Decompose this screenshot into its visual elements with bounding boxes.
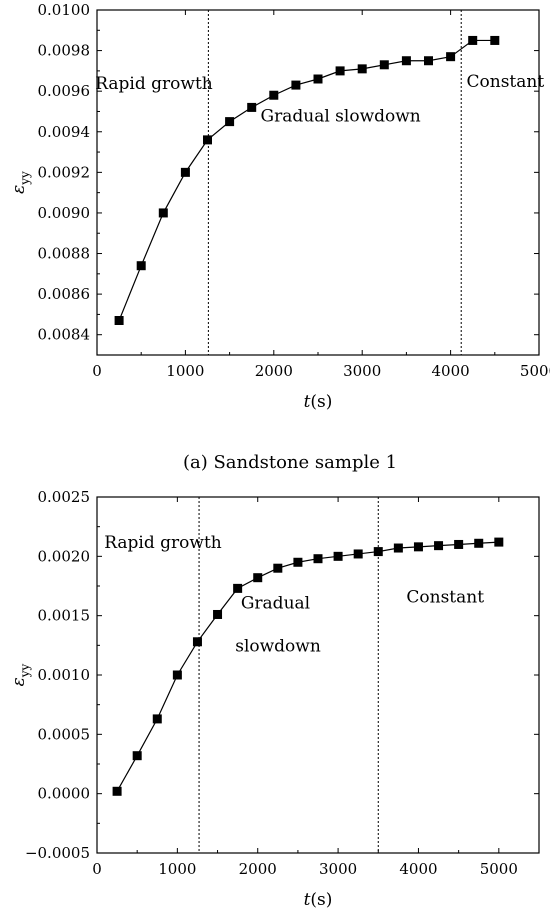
x-tick-label: 0 (92, 860, 102, 878)
x-tick-label: 0 (92, 362, 102, 380)
data-point (353, 549, 363, 559)
phase-annotation: Constant (406, 588, 484, 608)
x-tick-label: 4000 (432, 362, 470, 380)
chart-sandstone-sample-1: 0 1000 2000 3000 4000 5000 0.0084 0.0086 0.0088 0… (9, 1, 550, 412)
y-axis-title-subscript: yy (18, 663, 32, 678)
phase-annotation: Gradual (241, 594, 310, 614)
y-tick-label: 0.0088 (38, 245, 91, 263)
data-point (474, 538, 484, 548)
x-tick-label: 4000 (399, 860, 437, 878)
chart-2: 0 1000 2000 3000 4000 5000 −0.0005 0.0000 0.0005… (9, 488, 540, 910)
y-axis-title: εyy (9, 171, 32, 194)
y-tick-label: 0.0098 (38, 42, 91, 60)
x-axis-title-var: t (304, 392, 311, 412)
y-tick-label: 0.0015 (38, 607, 91, 625)
data-point (112, 786, 122, 796)
data-point (357, 64, 367, 74)
data-point (468, 35, 478, 45)
phase-annotation: Constant (467, 72, 545, 92)
x-tick-label: 2000 (239, 860, 277, 878)
data-point (293, 557, 303, 567)
y-axis-title: εyy (9, 663, 32, 686)
x-tick-label: 5000 (520, 362, 550, 380)
data-point (114, 316, 124, 325)
data-point (335, 66, 345, 76)
data-point (313, 554, 323, 564)
data-point (136, 261, 146, 271)
y-tick-label: 0.0096 (38, 82, 91, 100)
y-tick-label: 0.0020 (38, 547, 91, 565)
y-axis-title-symbol: ε (9, 185, 29, 194)
chart-1-caption: (a) Sandstone sample 1 (183, 452, 397, 473)
data-point (494, 537, 504, 547)
data-point (401, 56, 411, 66)
data-point (213, 609, 223, 619)
y-tick-label: 0.0010 (38, 666, 91, 684)
y-tick-label: 0.0090 (38, 204, 91, 222)
x-tick-label: 3000 (343, 362, 381, 380)
y-axis-title-subscript: yy (18, 171, 32, 186)
data-point (172, 670, 182, 680)
data-point (233, 583, 243, 593)
data-point (269, 90, 279, 100)
data-point (253, 573, 263, 583)
data-point (225, 117, 235, 127)
y-tick-label: 0.0094 (38, 123, 91, 141)
x-axis-title: t(s) (304, 890, 333, 910)
x-axis-title: t(s) (304, 392, 333, 412)
y-tick-label: 0.0100 (38, 1, 91, 19)
series-line (116, 541, 499, 792)
data-point (203, 135, 212, 145)
x-tick-label: 3000 (319, 860, 357, 878)
data-point (454, 539, 464, 549)
phase-annotation: Gradual slowdown (261, 107, 421, 127)
y-tick-label: 0.0092 (38, 163, 91, 181)
data-point (132, 751, 142, 761)
data-point (247, 102, 257, 112)
y-tick-label: 0.0086 (38, 285, 91, 303)
x-tick-label: 2000 (255, 362, 293, 380)
data-point (158, 208, 168, 218)
data-point (379, 60, 389, 70)
x-axis-title-unit: (s) (310, 392, 332, 412)
plot-frame (96, 9, 540, 356)
data-point (424, 56, 433, 66)
x-tick-label: 1000 (158, 860, 196, 878)
data-point (393, 543, 403, 553)
data-point (273, 563, 283, 573)
data-point (413, 542, 423, 552)
data-point (373, 547, 383, 557)
phase-annotation: Rapid growth (95, 74, 213, 94)
data-point (152, 714, 162, 724)
data-point (180, 167, 190, 177)
x-axis-title-unit: (s) (310, 890, 332, 910)
data-point (313, 74, 323, 84)
phase-annotation: slowdown (235, 636, 321, 656)
x-axis-title-var: t (304, 890, 311, 910)
data-point (434, 541, 444, 551)
data-point (192, 637, 202, 647)
y-axis-title-symbol: ε (9, 677, 29, 686)
x-tick-label: 5000 (480, 860, 518, 878)
data-point (333, 551, 343, 561)
y-tick-label: 0.0084 (38, 326, 91, 344)
x-tick-label: 1000 (166, 362, 204, 380)
data-point (291, 80, 301, 90)
y-tick-label: 0.0025 (38, 488, 91, 506)
phase-annotation: Rapid growth (104, 533, 222, 553)
y-tick-label: −0.0005 (25, 844, 90, 862)
data-point (446, 52, 456, 62)
y-tick-label: 0.0000 (38, 785, 91, 803)
data-point (490, 35, 500, 45)
y-tick-label: 0.0005 (38, 725, 91, 743)
